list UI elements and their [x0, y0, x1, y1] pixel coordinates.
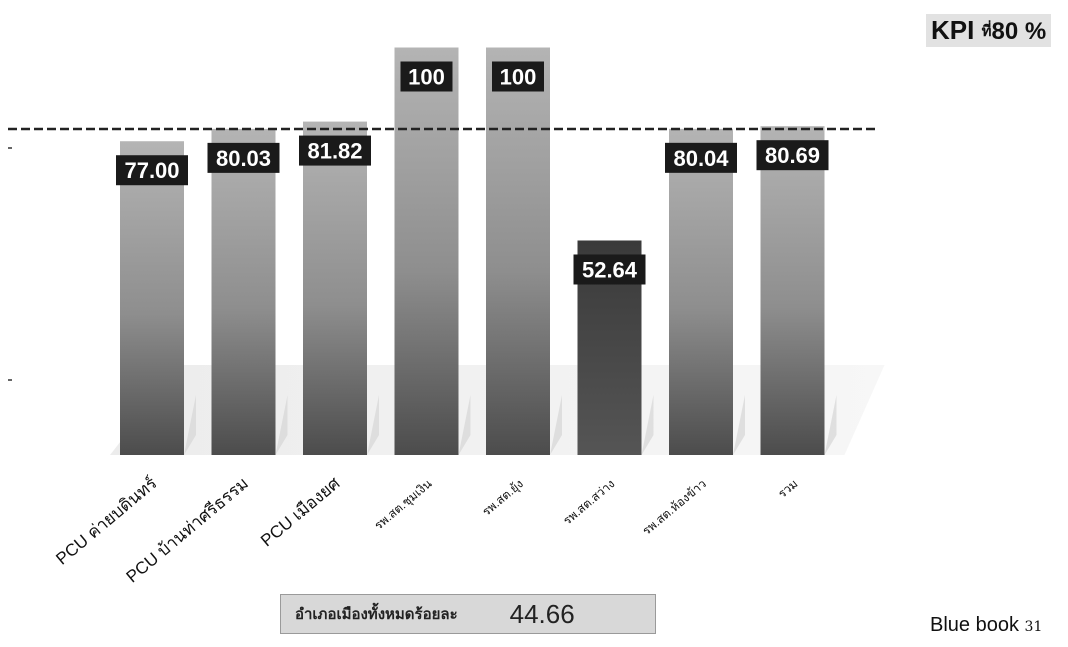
value-label-bg-0 — [116, 155, 188, 186]
bar-1 — [211, 128, 276, 455]
value-label-6: 80.04 — [673, 146, 729, 171]
category-label-4: รพ.สต.ยุ้ง — [479, 477, 526, 520]
bar-4 — [486, 47, 550, 455]
category-label-6: รพ.สต.ห้องข้าว — [640, 477, 709, 538]
value-label-bg-3 — [400, 61, 453, 92]
bar-shadow-0 — [184, 395, 196, 455]
value-label-bg-7 — [756, 140, 829, 171]
value-label-bg-6 — [665, 142, 737, 173]
category-label-2: PCU เมืองยศ — [257, 473, 344, 550]
bar-7 — [760, 126, 825, 456]
value-labels-layer: 77.00 80.03 81.82 100 100 52.64 80.04 80.69 — [116, 61, 829, 285]
bar-shadow-6 — [733, 395, 745, 455]
bar-shadow-1 — [275, 395, 288, 455]
footer-source: Blue book 31 — [930, 614, 1042, 637]
value-label-7: 80.69 — [765, 143, 820, 168]
category-label-3: รพ.สต.ชุมเงิน — [372, 477, 436, 534]
kpi-thai-word: ที่ — [981, 22, 992, 40]
value-label-1: 80.03 — [216, 146, 271, 171]
bar-shadow-2 — [367, 395, 379, 455]
bars-layer — [120, 47, 825, 456]
summary-value: 44.66 — [509, 598, 575, 629]
summary-label: อำเภอเมืองทั้งหมดร้อยละ — [295, 605, 458, 623]
value-label-0: 77.00 — [124, 158, 179, 183]
value-label-bg-5 — [573, 254, 646, 285]
value-label-3: 100 — [408, 65, 445, 90]
bar-shadow-5 — [641, 395, 654, 455]
summary-box: อำเภอเมืองทั้งหมดร้อยละ 44.66 — [280, 594, 656, 634]
footer-text: Blue book — [930, 614, 1019, 636]
bar-shadow-3 — [458, 395, 471, 455]
bar-shadow-4 — [550, 395, 562, 455]
value-label-5: 52.64 — [582, 257, 638, 282]
value-label-bg-1 — [207, 142, 280, 173]
category-label-7: รวม — [775, 477, 800, 501]
value-label-2: 81.82 — [307, 139, 362, 164]
category-label-5: รพ.สต.สว่าง — [560, 477, 617, 528]
bar-0 — [120, 141, 184, 455]
bar-2 — [303, 121, 367, 456]
value-label-4: 100 — [500, 65, 537, 90]
bar-3 — [394, 47, 459, 455]
kpi-value: 80 % — [991, 18, 1047, 45]
value-label-bg-2 — [299, 135, 371, 166]
footer-page: 31 — [1024, 619, 1043, 635]
value-label-bg-4 — [492, 61, 544, 92]
bar-6 — [669, 128, 733, 455]
kpi-prefix: KPI — [931, 15, 975, 45]
bar-shadow-7 — [824, 395, 837, 455]
kpi-badge: KPI ที่80 % — [926, 14, 1052, 48]
category-labels-layer: PCU ค่ายบดินทร์PCU บ้านท่าศรีธรรม PCU เมื… — [52, 473, 800, 586]
target-line-layer — [8, 127, 876, 381]
